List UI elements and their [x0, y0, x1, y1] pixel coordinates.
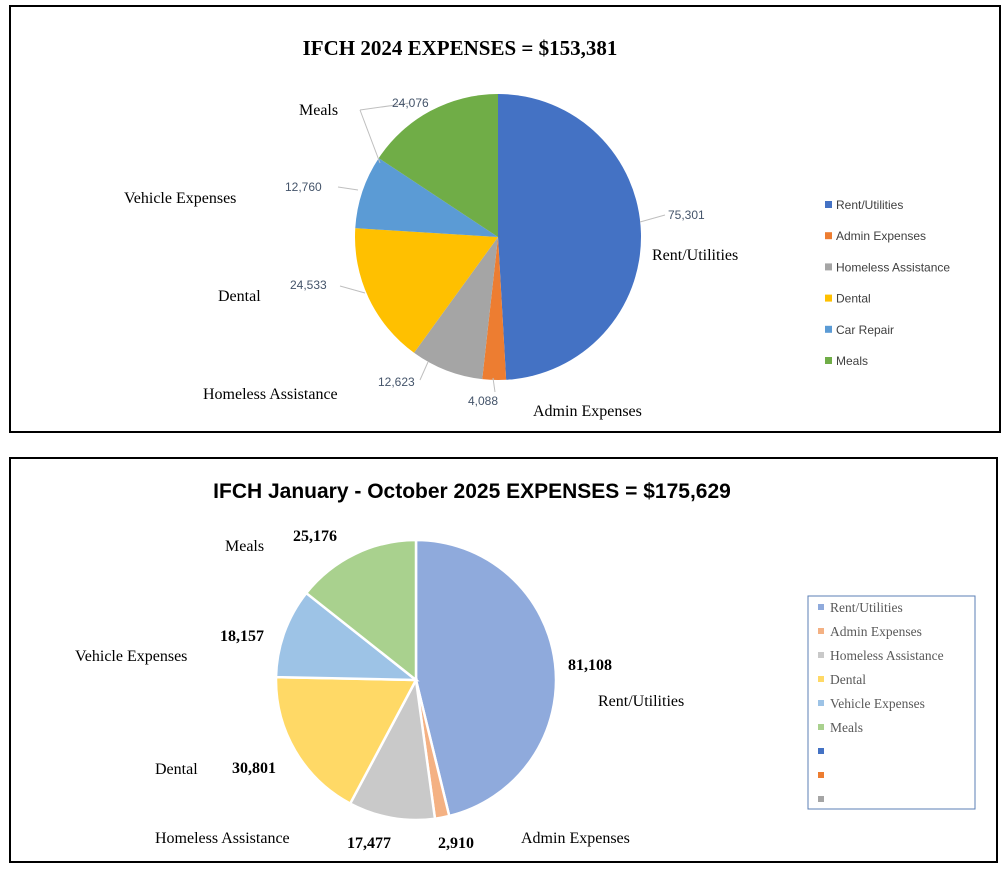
legend-item-2: Homeless Assistance: [830, 648, 944, 663]
legend-swatch-5: [818, 724, 824, 730]
category-label-admin-expenses: Admin Expenses: [521, 830, 630, 847]
legend-swatch-5: [825, 357, 832, 364]
value-label-admin-expenses: 4,088: [468, 394, 498, 408]
category-label-homeless-assistance: Homeless Assistance: [203, 386, 338, 403]
pie-slice-dental: [355, 228, 498, 353]
value-label-rent-utilities: 75,301: [668, 208, 705, 222]
category-label-homeless-assistance: Homeless Assistance: [155, 830, 290, 847]
value-label-dental: 30,801: [232, 760, 276, 777]
leader-line-admin-expenses: [492, 377, 496, 393]
category-label-meals: Meals: [299, 102, 338, 119]
legend-swatch-3: [825, 294, 832, 302]
category-label-meals: Meals: [225, 538, 264, 555]
legend-swatch-2: [818, 652, 824, 658]
legend-swatch-7: [818, 772, 824, 778]
pie-slice-homeless-assistance: [414, 237, 498, 380]
legend-item-3: Dental: [830, 672, 866, 687]
pie-slice-vehicle-expenses: [355, 158, 498, 237]
legend-item-4: Car Repair: [836, 323, 894, 337]
value-label-dental: 24,533: [290, 278, 327, 292]
legend-swatch-4: [818, 700, 824, 706]
leader-line-meals-tail: [359, 102, 411, 111]
legend-swatch-4: [825, 325, 832, 333]
legend-swatch-1: [825, 232, 832, 240]
pie-slice-admin-expenses: [482, 237, 507, 380]
pie-slice-rent-utilities: [498, 94, 641, 380]
legend-swatch-0: [825, 201, 832, 208]
category-label-rent-utilities: Rent/Utilities: [652, 247, 738, 264]
legend-item-1: Admin Expenses: [836, 229, 926, 243]
pie-slice-rent-utilities: [414, 538, 558, 818]
chart-2-legend-frame: [807, 595, 976, 810]
value-label-meals: 25,176: [293, 528, 337, 545]
value-label-homeless-assistance: 12,623: [378, 375, 415, 389]
legend-item-1: Admin Expenses: [830, 624, 922, 639]
category-label-rent-utilities: Rent/Utilities: [598, 693, 684, 710]
leader-line-meals: [359, 109, 381, 164]
legend-swatch-1: [818, 628, 824, 634]
leader-line-rent-utilities: [639, 214, 666, 223]
legend-item-0: Rent/Utilities: [836, 198, 903, 212]
legend-item-5: Meals: [830, 720, 863, 735]
category-label-dental: Dental: [218, 288, 261, 305]
value-label-admin-expenses: 2,910: [438, 835, 474, 852]
chart-2-title: IFCH January - October 2025 EXPENSES = $…: [213, 480, 731, 503]
legend-item-2: Homeless Assistance: [836, 260, 950, 274]
legend-swatch-6: [818, 748, 824, 754]
value-label-vehicle-expenses: 12,760: [285, 180, 322, 194]
value-label-vehicle-expenses: 18,157: [220, 628, 264, 645]
legend-item-5: Meals: [836, 354, 868, 368]
category-label-dental: Dental: [155, 761, 198, 778]
legend-swatch-3: [818, 676, 824, 682]
category-label-vehicle-expenses: Vehicle Expenses: [75, 648, 187, 665]
leader-line-vehicle-expenses: [337, 186, 359, 191]
pie-slice-meals: [304, 538, 418, 683]
category-label-admin-expenses: Admin Expenses: [533, 403, 642, 420]
pie-slice-homeless-assistance: [348, 675, 437, 822]
leader-line-dental: [339, 285, 366, 294]
legend-item-0: Rent/Utilities: [830, 600, 903, 615]
legend-swatch-0: [818, 604, 824, 610]
category-label-vehicle-expenses: Vehicle Expenses: [124, 190, 236, 207]
legend-swatch-8: [818, 796, 824, 802]
pie-slice-vehicle-expenses: [274, 591, 420, 682]
pie-slice-meals: [378, 94, 498, 237]
leader-line-homeless-assistance: [419, 361, 429, 381]
chart-1-title: IFCH 2024 EXPENSES = $153,381: [303, 36, 618, 60]
legend-swatch-2: [825, 263, 832, 271]
value-label-meals: 24,076: [392, 96, 429, 110]
chart-1-frame: [9, 5, 1001, 433]
chart-2-frame: [9, 457, 998, 863]
legend-item-3: Dental: [836, 292, 871, 306]
legend-item-4: Vehicle Expenses: [830, 696, 925, 711]
value-label-rent-utilities: 81,108: [568, 657, 612, 674]
value-label-homeless-assistance: 17,477: [347, 835, 391, 852]
pie-slice-dental: [274, 675, 419, 806]
